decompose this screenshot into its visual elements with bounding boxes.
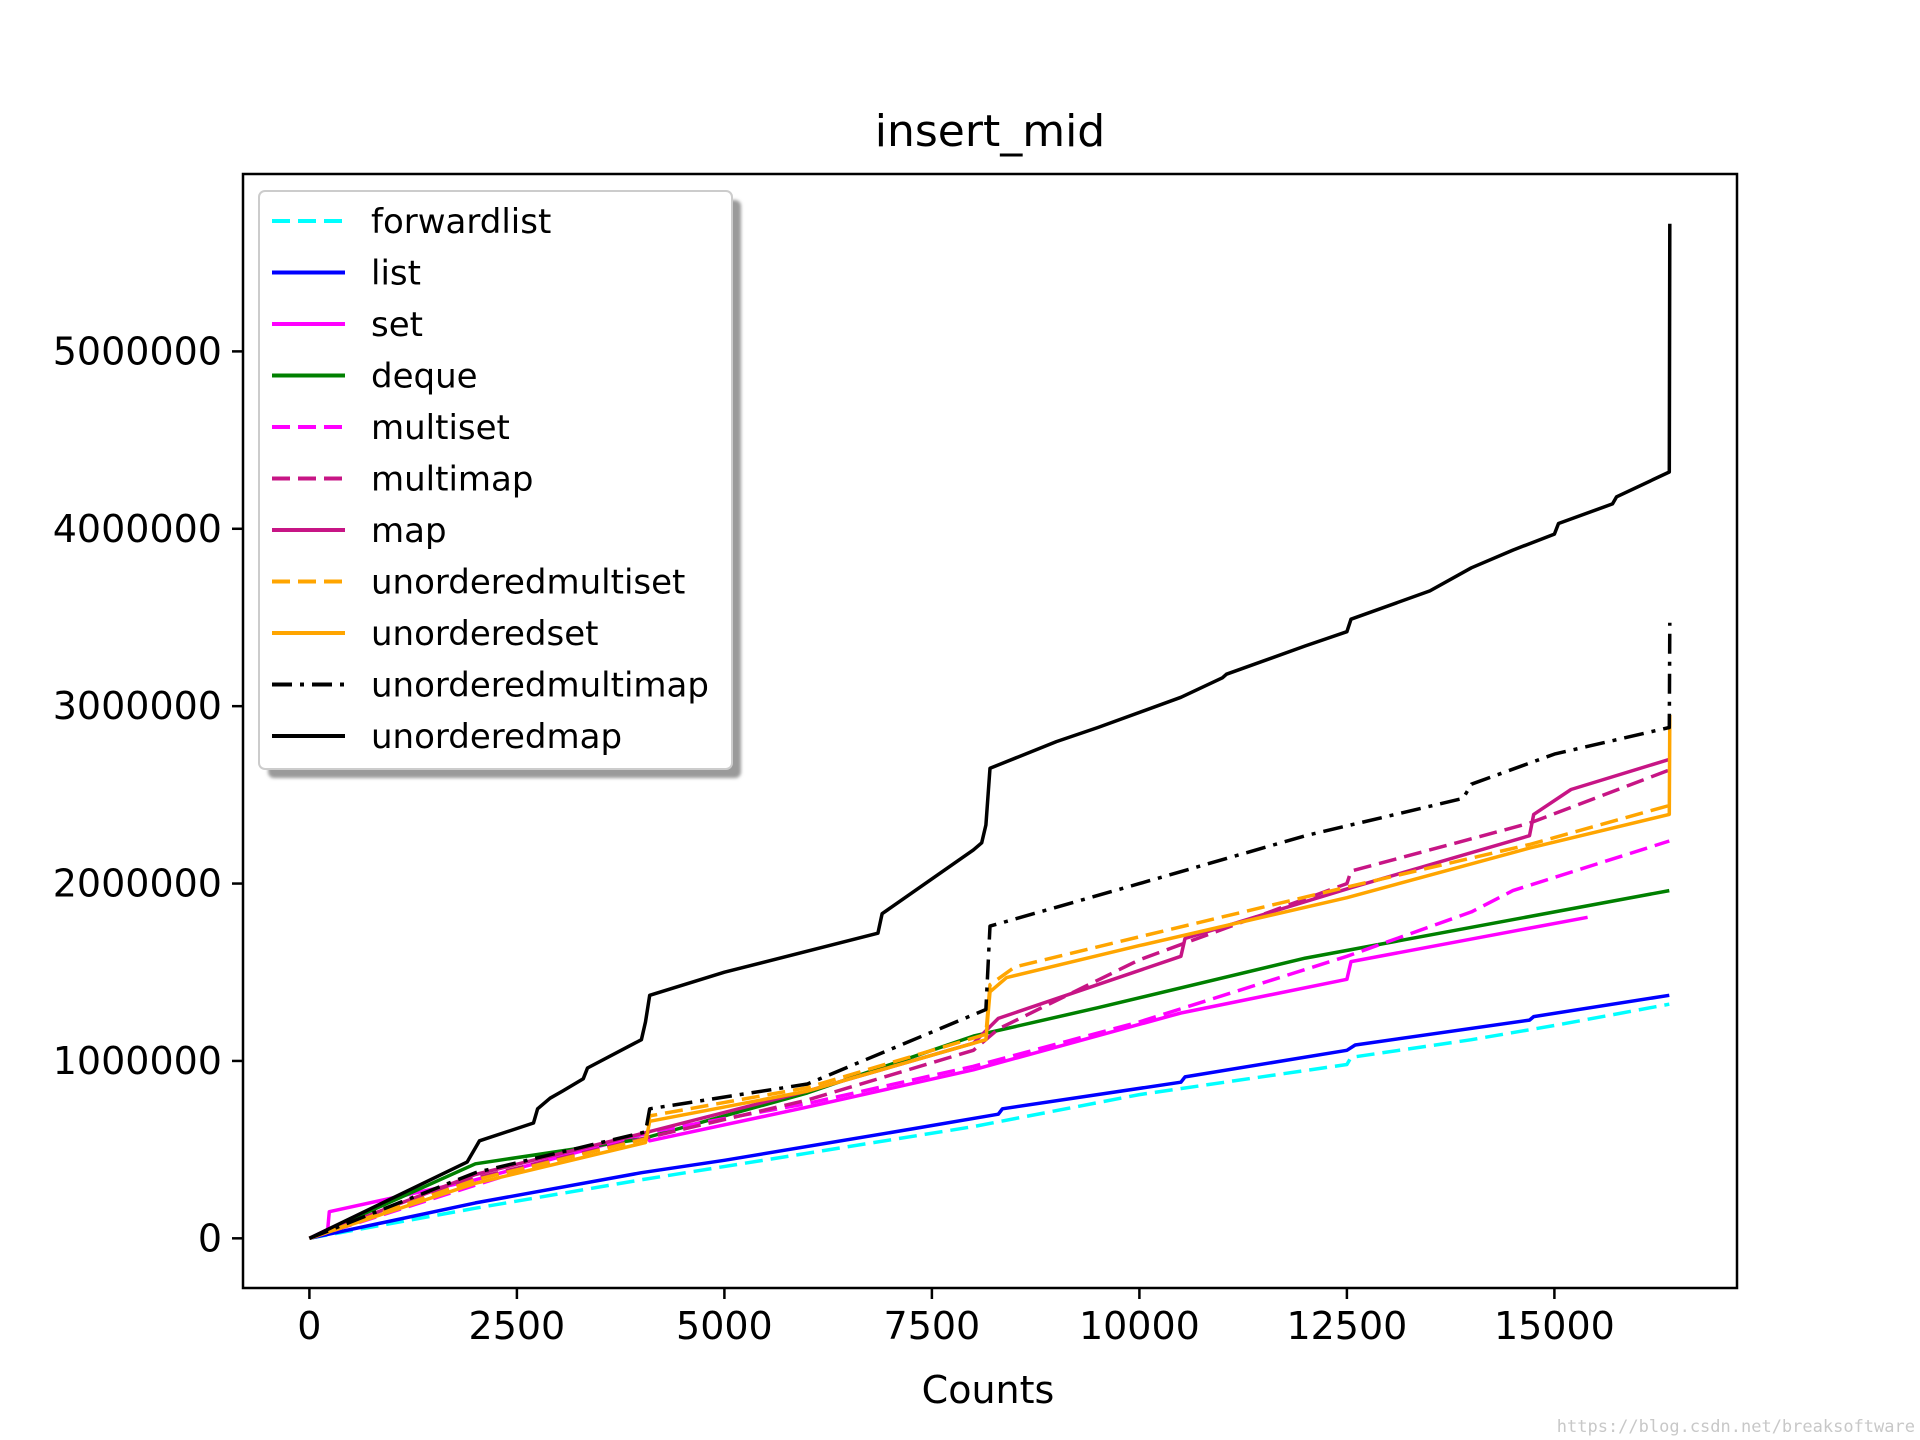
x-tick-label: 0 bbox=[297, 1304, 321, 1348]
legend-label-set: set bbox=[371, 305, 423, 345]
series-line-list bbox=[309, 993, 1670, 1241]
series-line-set bbox=[308, 915, 1588, 1240]
x-axis-label: Counts bbox=[922, 1368, 1055, 1412]
y-tick-label: 3000000 bbox=[53, 684, 222, 728]
x-tick-label: 10000 bbox=[1079, 1304, 1200, 1348]
series-line-unorderedmultimap bbox=[308, 622, 1672, 1240]
series-line-unorderedset bbox=[308, 714, 1672, 1240]
y-tick-label: 0 bbox=[198, 1216, 222, 1260]
legend-label-map: map bbox=[371, 511, 447, 551]
legend-label-forwardlist: forwardlist bbox=[371, 202, 551, 242]
y-tick-label: 5000000 bbox=[53, 329, 222, 373]
x-axis: 0 2500 5000 7500 10000 12500 15000 bbox=[297, 1288, 1615, 1348]
legend-label-unorderedmultiset: unorderedmultiset bbox=[371, 563, 685, 603]
legend-label-unorderedmap: unorderedmap bbox=[371, 717, 622, 757]
series-line-unorderedmap bbox=[308, 223, 1672, 1240]
y-tick-label: 4000000 bbox=[53, 507, 222, 551]
x-tick-label: 15000 bbox=[1494, 1304, 1615, 1348]
y-axis: 0 1000000 2000000 3000000 4000000 5000000 bbox=[53, 329, 243, 1260]
series-line-forwardlist bbox=[309, 1002, 1670, 1241]
series-lines bbox=[308, 223, 1672, 1241]
x-tick-label: 7500 bbox=[884, 1304, 981, 1348]
y-tick-label: 2000000 bbox=[53, 862, 222, 906]
legend-label-list: list bbox=[371, 254, 421, 294]
legend-label-unorderedset: unorderedset bbox=[371, 614, 598, 654]
legend-label-multimap: multimap bbox=[371, 460, 533, 500]
x-tick-label: 12500 bbox=[1286, 1304, 1407, 1348]
legend-label-multiset: multiset bbox=[371, 408, 510, 448]
watermark: https://blog.csdn.net/breaksoftware bbox=[1557, 1417, 1915, 1437]
series-line-deque bbox=[308, 888, 1670, 1240]
chart-title: insert_mid bbox=[875, 106, 1105, 157]
x-tick-label: 5000 bbox=[676, 1304, 773, 1348]
legend: forwardlist list set deque multiset multimap m… bbox=[258, 190, 741, 778]
legend-label-unorderedmultimap: unorderedmultimap bbox=[371, 666, 709, 706]
y-tick-label: 1000000 bbox=[53, 1039, 222, 1083]
legend-label-deque: deque bbox=[371, 357, 478, 397]
x-tick-label: 2500 bbox=[469, 1304, 566, 1348]
